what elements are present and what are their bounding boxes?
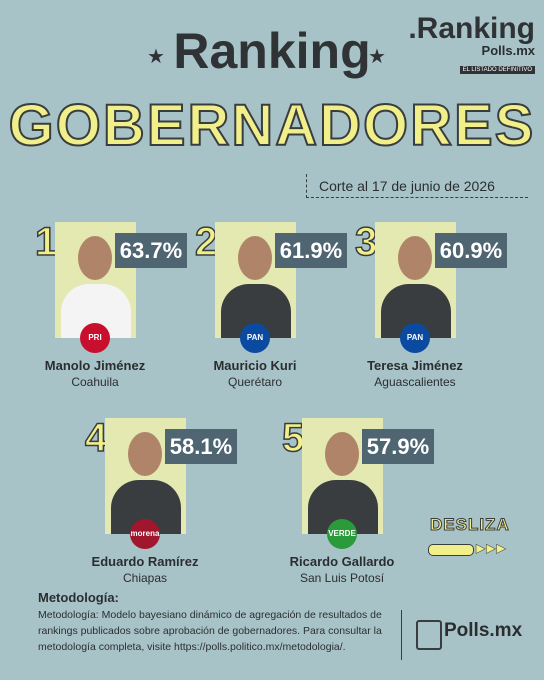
name: Manolo Jiménez (44, 358, 146, 373)
party-logo: PAN (400, 323, 430, 353)
name: Teresa Jiménez (367, 358, 463, 373)
star: ★ (368, 46, 386, 68)
party-logo: PAN (240, 323, 270, 353)
logo-site: Polls.mx (481, 43, 535, 58)
percent: 58.1% (165, 429, 237, 464)
head (325, 432, 359, 476)
method-text: Metodología: Modelo bayesiano dinámico d… (38, 607, 382, 655)
title: Ranking (173, 23, 371, 79)
percent: 60.9% (435, 233, 507, 268)
party-logo: VERDE (327, 519, 357, 549)
state: Chiapas (122, 571, 168, 585)
swipe-arrows[interactable]: ▶▶▶ (476, 541, 507, 556)
state: Querétaro (227, 375, 283, 389)
method-heading: Metodología: (38, 590, 119, 605)
rank: 1 (34, 219, 58, 265)
head (128, 432, 162, 476)
subtitle: GOBERNADORES (8, 92, 536, 159)
logo-tagline: EL LISTADO DEFINITIVO (459, 66, 535, 74)
head (398, 236, 432, 280)
rank: 3 (354, 219, 378, 265)
percent: 61.9% (275, 233, 347, 268)
method-line: Metodología: Modelo bayesiano dinámico d… (38, 609, 382, 621)
state: San Luis Potosí (299, 571, 385, 585)
head (238, 236, 272, 280)
star: ★ (147, 46, 165, 68)
party-logo: morena (130, 519, 160, 549)
method-line: rankings publicados sobre aprobación de … (38, 625, 382, 637)
footer-logo: Polls.mx (444, 620, 523, 641)
state: Aguascalientes (374, 375, 456, 389)
percent: 57.9% (362, 429, 434, 464)
swipe-bar[interactable] (428, 544, 474, 556)
state: Coahuila (71, 375, 119, 389)
rank: 2 (194, 219, 218, 265)
name: Eduardo Ramírez (91, 554, 199, 569)
rank: 4 (84, 415, 108, 461)
percent: 63.7% (115, 233, 187, 268)
method-line: metodología completa, visite https://pol… (38, 641, 346, 653)
name: Mauricio Kuri (213, 358, 297, 373)
logo-icon (416, 620, 442, 650)
name: Ricardo Gallardo (289, 554, 395, 569)
divider (401, 610, 402, 660)
logo: .Ranking Polls.mx EL LISTADO DEFINITIVO (395, 14, 535, 76)
date: Corte al 17 de junio de 2026 (306, 174, 528, 198)
rank: 5 (281, 415, 305, 461)
party-logo: PRI (80, 323, 110, 353)
head (78, 236, 112, 280)
swipe-label[interactable]: DESLIZA (430, 515, 510, 535)
logo-brand: .Ranking (408, 12, 535, 45)
